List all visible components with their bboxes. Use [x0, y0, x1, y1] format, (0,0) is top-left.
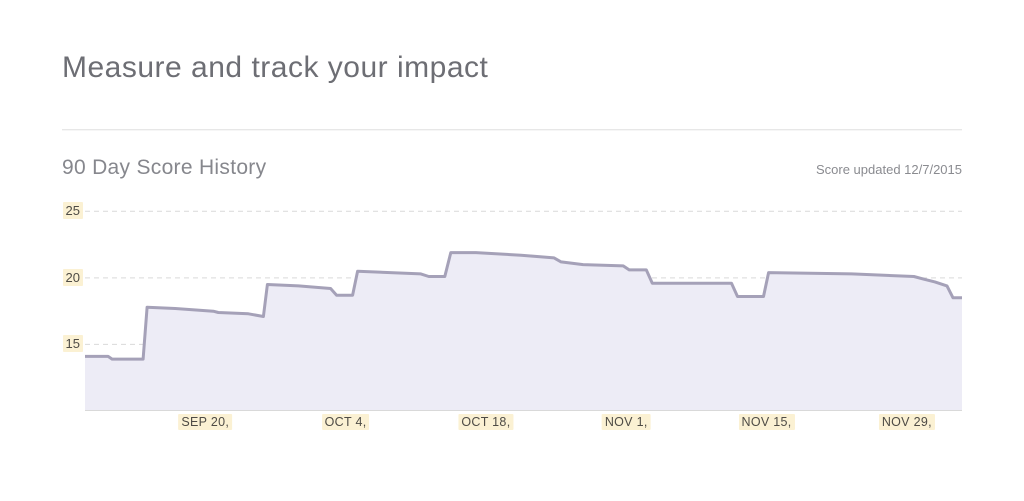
score-updated-text: Score updated 12/7/2015: [815, 162, 962, 177]
score-line: [85, 251, 962, 361]
divider: [62, 129, 962, 130]
x-tick-label: OCT 18,: [458, 414, 514, 431]
y-tick-label: 20: [62, 268, 83, 286]
y-tick-label: 25: [62, 202, 83, 220]
x-tick-label: SEP 20,: [178, 414, 233, 431]
plot-svg[interactable]: [85, 198, 962, 411]
y-tick-label: 15: [62, 335, 83, 353]
page-title: Measure and track your impact: [62, 51, 489, 84]
chart-header: 90 Day Score History Score updated 12/7/…: [62, 156, 962, 180]
score-history-chart: 15 20 25 SEP 20, OCT 4, OCT 18, NOV 1, NOV 15,…: [62, 198, 962, 438]
chart-title: 90 Day Score History: [62, 156, 267, 179]
x-tick-label: NOV 29,: [878, 414, 935, 431]
score-area: [85, 252, 962, 411]
x-tick-label: NOV 1,: [601, 414, 651, 431]
x-tick-label: OCT 4,: [321, 414, 370, 431]
x-tick-label: NOV 15,: [738, 414, 795, 431]
